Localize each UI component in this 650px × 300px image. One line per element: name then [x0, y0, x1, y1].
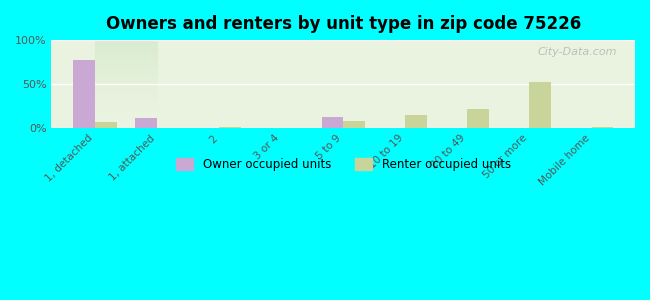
- Legend: Owner occupied units, Renter occupied units: Owner occupied units, Renter occupied un…: [171, 153, 515, 175]
- Bar: [135, 118, 157, 128]
- Bar: [530, 82, 551, 128]
- Text: City-Data.com: City-Data.com: [538, 47, 617, 57]
- Bar: [322, 117, 343, 128]
- Bar: [73, 59, 95, 128]
- Bar: [95, 122, 116, 128]
- Bar: [343, 121, 365, 128]
- Bar: [467, 109, 489, 128]
- Bar: [592, 127, 613, 128]
- Title: Owners and renters by unit type in zip code 75226: Owners and renters by unit type in zip c…: [105, 15, 581, 33]
- Bar: [406, 115, 427, 128]
